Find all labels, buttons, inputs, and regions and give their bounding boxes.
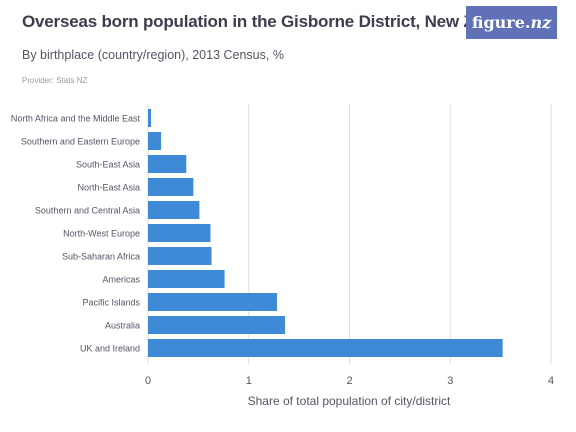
- category-label-8: Pacific Islands: [82, 298, 140, 308]
- category-label-9: Australia: [105, 321, 140, 331]
- bar-4: [148, 201, 200, 219]
- provider-credit: Provider: Stats NZ: [22, 76, 88, 85]
- bar-1: [148, 132, 162, 150]
- logo-text-accent: nz: [530, 13, 552, 32]
- bars: [148, 109, 503, 357]
- x-tick-labels: 0 1 2 3 4: [145, 375, 554, 387]
- logo-text-main: figure.: [471, 13, 531, 32]
- x-tick-label-3: 3: [447, 375, 453, 387]
- category-label-4: Southern and Central Asia: [35, 206, 140, 216]
- chart-title: Overseas born population in the Gisborne…: [22, 12, 527, 31]
- figure-nz-logo[interactable]: figure.nz: [466, 6, 557, 39]
- bar-7: [148, 270, 225, 288]
- x-tick-label-1: 1: [246, 375, 252, 387]
- category-labels: North Africa and the Middle East Southern…: [11, 114, 141, 354]
- x-axis-label: Share of total population of city/distri…: [248, 394, 451, 408]
- bar-0: [148, 109, 152, 127]
- bar-10: [148, 339, 503, 357]
- category-label-6: Sub-Saharan Africa: [62, 252, 140, 262]
- chart-subtitle: By birthplace (country/region), 2013 Cen…: [22, 48, 284, 62]
- category-label-7: Americas: [102, 275, 140, 285]
- category-label-10: UK and Ireland: [80, 344, 140, 354]
- category-label-1: Southern and Eastern Europe: [21, 137, 140, 147]
- bar-5: [148, 224, 211, 242]
- bar-2: [148, 155, 187, 173]
- category-label-0: North Africa and the Middle East: [11, 114, 141, 124]
- bar-8: [148, 293, 277, 311]
- x-tick-label-2: 2: [346, 375, 352, 387]
- x-tick-label-4: 4: [548, 375, 554, 387]
- category-label-2: South-East Asia: [76, 160, 140, 170]
- x-tick-label-0: 0: [145, 375, 151, 387]
- category-label-5: North-West Europe: [63, 229, 140, 239]
- bar-3: [148, 178, 194, 196]
- bar-6: [148, 247, 212, 265]
- bar-9: [148, 316, 286, 334]
- category-label-3: North-East Asia: [77, 183, 140, 193]
